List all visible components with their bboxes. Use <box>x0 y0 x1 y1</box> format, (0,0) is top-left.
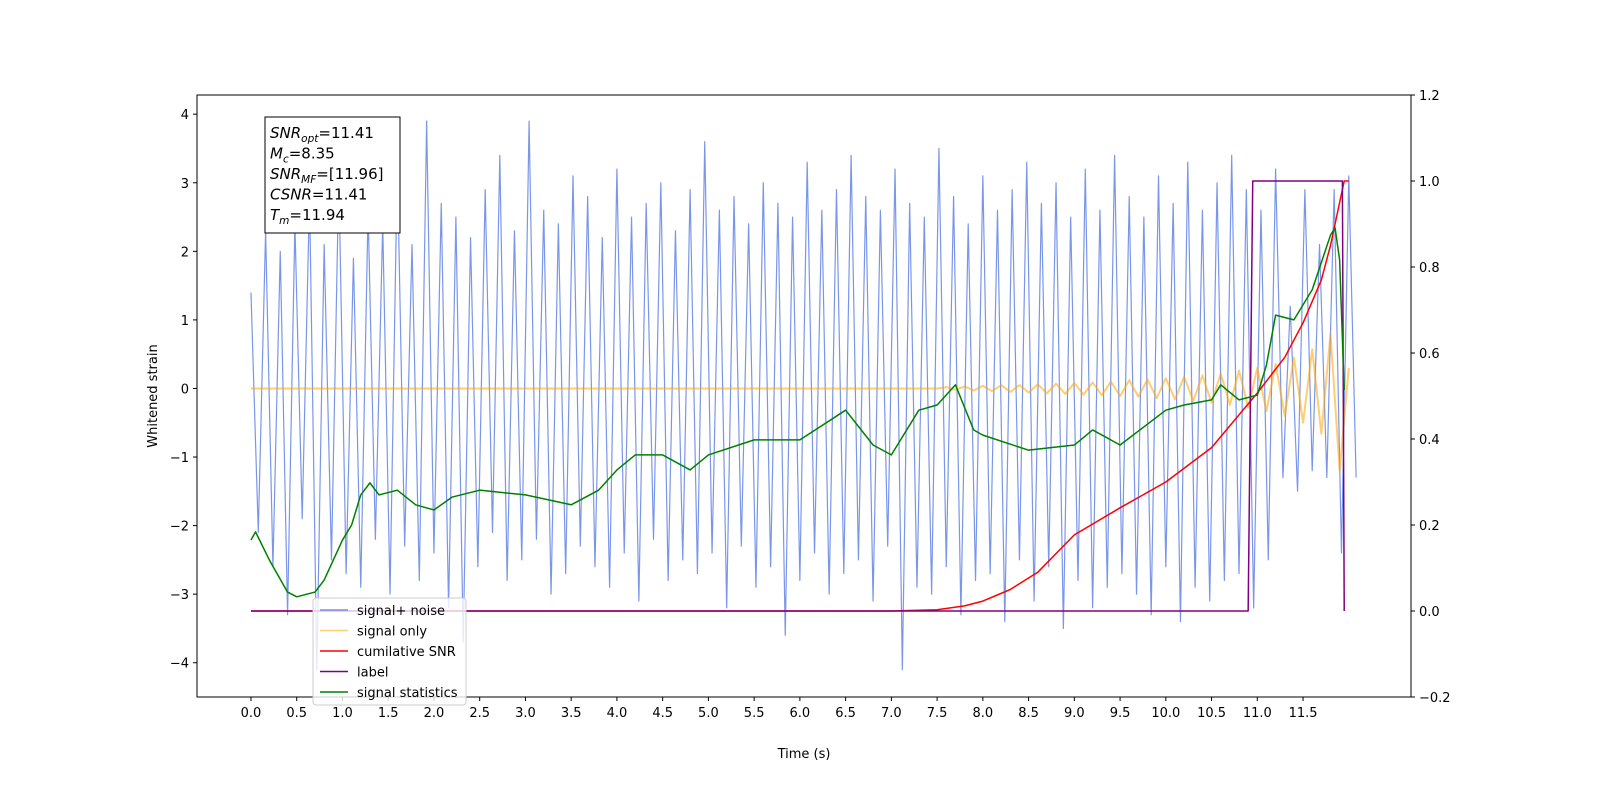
x-tick-label: 9.5 <box>1110 706 1131 721</box>
x-tick-label: 1.0 <box>332 706 353 721</box>
x-tick-label: 2.0 <box>424 706 445 721</box>
x-tick-label: 11.0 <box>1243 706 1272 721</box>
y2-tick-label: −0.2 <box>1419 691 1451 706</box>
legend-label: signal statistics <box>357 686 458 701</box>
annotation-line: CSNR=11.41 <box>270 186 367 204</box>
x-tick-label: 5.0 <box>698 706 719 721</box>
x-tick-label: 7.0 <box>881 706 902 721</box>
y2-tick-label: 0.2 <box>1419 519 1440 534</box>
x-tick-label: 3.0 <box>515 706 536 721</box>
y-tick-label: 3 <box>181 177 189 192</box>
annotation-sub: m <box>279 215 289 227</box>
x-tick-label: 10.0 <box>1151 706 1180 721</box>
annotation-line: Tm=11.94 <box>270 206 345 227</box>
x-tick-label: 7.5 <box>927 706 948 721</box>
x-tick-label: 2.5 <box>469 706 490 721</box>
annotation-sub: opt <box>301 133 319 145</box>
annotation-symbol: SNR <box>270 124 301 142</box>
annotation-symbol: CSNR <box>270 186 312 204</box>
x-tick-label: 6.5 <box>835 706 856 721</box>
x-tick-label: 3.5 <box>561 706 582 721</box>
y-tick-label: −2 <box>170 520 189 535</box>
x-tick-label: 4.5 <box>652 706 673 721</box>
x-tick-label: 8.5 <box>1018 706 1039 721</box>
y-tick-label: −1 <box>170 451 189 466</box>
legend-label: signal only <box>357 625 427 640</box>
legend-label: label <box>357 666 388 681</box>
y-tick-label: 2 <box>181 245 189 260</box>
series-line <box>250 180 1345 612</box>
annotation-symbol: SNR <box>270 165 301 183</box>
annotation-line: Mc=8.35 <box>270 145 335 166</box>
x-tick-label: 0.5 <box>286 706 307 721</box>
y-tick-label: 0 <box>181 382 189 397</box>
y-tick-label: −3 <box>170 588 189 603</box>
legend-box <box>312 597 467 706</box>
y2-tick-label: 1.0 <box>1419 175 1440 190</box>
annotation-symbol: T <box>270 206 281 224</box>
x-tick-label: 5.5 <box>744 706 765 721</box>
y2-tick-label: 0.8 <box>1419 261 1440 276</box>
x-tick-label: 11.5 <box>1289 706 1318 721</box>
y-tick-label: 4 <box>181 108 189 123</box>
series-line <box>250 227 1345 598</box>
x-tick-label: 9.0 <box>1064 706 1085 721</box>
annotation-sub: c <box>283 154 289 166</box>
y-tick-label: −4 <box>170 657 189 672</box>
annotation-text: =11.41 <box>318 124 374 142</box>
legend-label: cumilative SNR <box>357 645 456 660</box>
plot-frame <box>196 94 1412 698</box>
x-tick-label: 8.0 <box>973 706 994 721</box>
series-line <box>250 180 1349 612</box>
x-tick-label: 4.0 <box>607 706 628 721</box>
annotation-symbol: M <box>270 145 283 163</box>
annotation-line: SNRopt=11.41 <box>270 124 374 145</box>
annotation-text: =11.94 <box>289 206 345 224</box>
y-axis-label: Whitened strain <box>146 344 161 447</box>
y2-tick-label: 0.0 <box>1419 605 1440 620</box>
series-line <box>250 120 1357 671</box>
annotation-text: =8.35 <box>289 145 335 163</box>
y2-tick-label: 1.2 <box>1419 89 1440 104</box>
legend-label: signal+ noise <box>357 604 445 619</box>
x-tick-label: 10.5 <box>1197 706 1226 721</box>
x-tick-label: 1.5 <box>378 706 399 721</box>
y2-tick-label: 0.4 <box>1419 433 1440 448</box>
x-axis-label: Time (s) <box>777 747 831 762</box>
annotation-line: SNRMF=[11.96] <box>270 165 384 186</box>
series-line <box>250 332 1350 472</box>
y2-tick-label: 0.6 <box>1419 347 1440 362</box>
annotation-text: =[11.96] <box>316 165 383 183</box>
annotation-box <box>264 116 401 234</box>
y-tick-label: 1 <box>181 314 189 329</box>
annotation-text: =11.41 <box>312 186 368 204</box>
annotation-sub: MF <box>301 174 317 186</box>
x-tick-label: 0.0 <box>241 706 262 721</box>
x-tick-label: 6.0 <box>790 706 811 721</box>
